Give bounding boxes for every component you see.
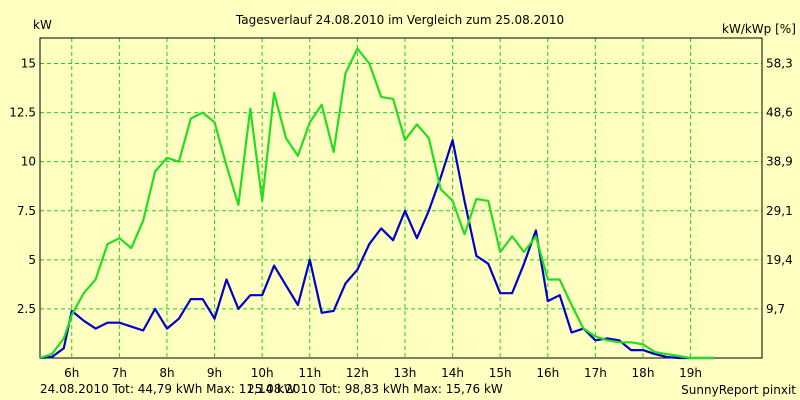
x-tick-label: 15h: [489, 366, 512, 380]
y-tick-label: 7.5: [17, 204, 36, 218]
x-tick-label: 12h: [346, 366, 369, 380]
grid: [40, 38, 762, 358]
x-tick-label: 8h: [159, 366, 174, 380]
x-tick-label: 7h: [112, 366, 127, 380]
x-tick-label: 17h: [584, 366, 607, 380]
y-right-tick-label: 9,7: [766, 302, 785, 316]
y-tick-label: 15: [21, 57, 36, 71]
series-line-24-08-2010: [39, 139, 715, 360]
y-axis-right-label: kW/kWp [%]: [722, 22, 796, 36]
x-tick-label: 6h: [64, 366, 79, 380]
x-tick-label: 13h: [394, 366, 417, 380]
x-tick-label: 19h: [679, 366, 702, 380]
y-right-tick-label: 48,6: [766, 106, 793, 120]
y-tick-label: 2.5: [17, 302, 36, 316]
chart-title: Tagesverlauf 24.08.2010 im Vergleich zum…: [235, 13, 564, 27]
y-axis-left-label: kW: [33, 18, 52, 32]
series-line-25-08-2010: [39, 47, 715, 360]
y-right-tick-label: 38,9: [766, 155, 793, 169]
series-lines: [39, 47, 715, 360]
y-tick-label: 10: [21, 155, 36, 169]
y-tick-label: 12.5: [9, 106, 36, 120]
x-tick-label: 11h: [298, 366, 321, 380]
x-tick-label: 10h: [251, 366, 274, 380]
y-right-tick-label: 29,1: [766, 204, 793, 218]
y-right-tick-label: 58,3: [766, 57, 793, 71]
legend-24-08-2010: 24.08.2010 Tot: 44,79 kWh Max: 11,14 kW: [40, 382, 296, 396]
x-tick-label: 14h: [441, 366, 464, 380]
footer-credit: SunnyReport pinxit: [681, 383, 796, 397]
legend-25-08-2010: 25.08.2010 Tot: 98,83 kWh Max: 15,76 kW: [247, 382, 503, 396]
y-tick-label: 5: [28, 253, 36, 267]
y-right-tick-label: 19,4: [766, 253, 793, 267]
tick-labels: 2.5 9,7 5 19,4 7.5 29,1 10 38,9 12.5 48,6 15 58,3 6h…: [9, 57, 792, 380]
x-tick-label: 16h: [536, 366, 559, 380]
x-tick-label: 18h: [632, 366, 655, 380]
plot-frame: [39, 37, 763, 359]
x-tick-label: 9h: [207, 366, 222, 380]
